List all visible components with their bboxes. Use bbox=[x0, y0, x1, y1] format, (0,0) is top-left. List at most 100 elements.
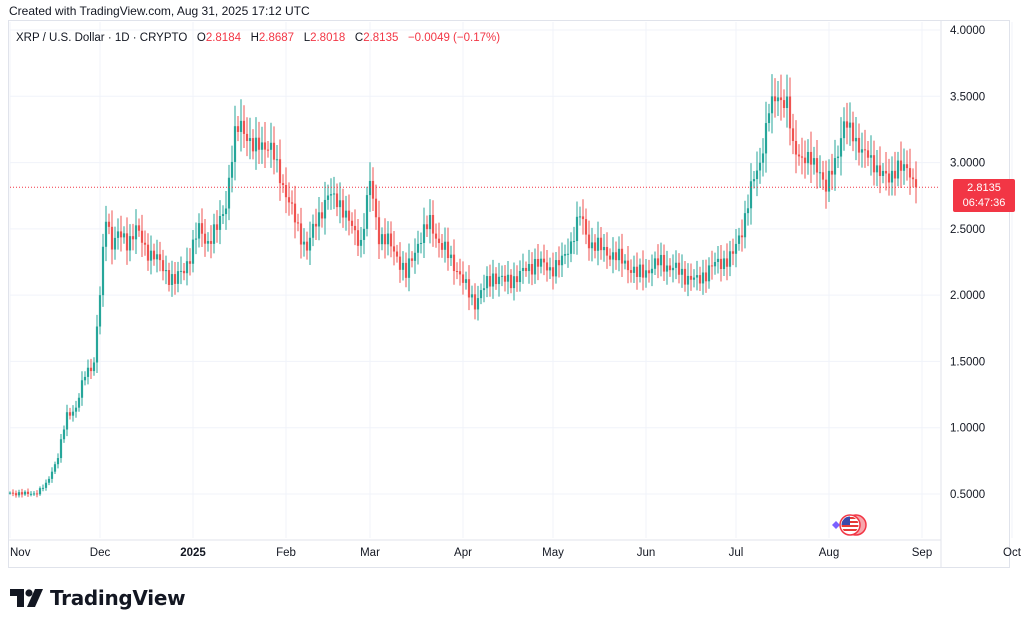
candle bbox=[776, 80, 780, 117]
candle-body bbox=[896, 160, 900, 179]
candle bbox=[596, 221, 600, 266]
candle-body bbox=[542, 258, 546, 263]
x-tick-label: Nov bbox=[10, 547, 31, 559]
candle bbox=[422, 207, 426, 259]
candle-body bbox=[143, 242, 147, 245]
candle bbox=[272, 126, 276, 175]
last-price-tag: 2.8135 06:47:36 bbox=[953, 179, 1015, 212]
candle-body bbox=[842, 121, 846, 139]
candle bbox=[830, 153, 834, 190]
candle-body bbox=[611, 252, 615, 260]
candle-body bbox=[881, 170, 885, 176]
candle bbox=[92, 357, 96, 376]
candle bbox=[647, 259, 651, 283]
candle bbox=[449, 245, 453, 266]
candle bbox=[395, 244, 399, 263]
candle-body bbox=[347, 210, 351, 221]
x-tick-label: Mar bbox=[360, 547, 380, 559]
candle bbox=[251, 129, 255, 160]
candle-body bbox=[377, 217, 381, 245]
candle bbox=[275, 144, 279, 173]
candle bbox=[287, 182, 291, 216]
candle bbox=[224, 191, 228, 230]
candle bbox=[44, 479, 48, 491]
candle bbox=[710, 250, 714, 280]
candle-body bbox=[872, 155, 876, 173]
candle-body bbox=[245, 133, 249, 142]
candle bbox=[644, 259, 648, 288]
candle bbox=[416, 230, 420, 265]
candle bbox=[578, 206, 582, 226]
candle-body bbox=[275, 159, 279, 161]
candle-body bbox=[209, 241, 213, 244]
candle-body bbox=[53, 464, 57, 472]
candle-body bbox=[380, 234, 384, 245]
candle-body bbox=[680, 268, 684, 275]
candle bbox=[320, 202, 324, 228]
candle-body bbox=[707, 265, 711, 282]
candle bbox=[56, 453, 60, 469]
candle bbox=[554, 252, 558, 284]
candle bbox=[455, 262, 459, 280]
candle bbox=[398, 242, 402, 283]
candle-body bbox=[764, 123, 768, 154]
candle-body bbox=[359, 239, 363, 246]
candle bbox=[746, 194, 750, 226]
candle bbox=[488, 264, 492, 297]
candle bbox=[590, 227, 594, 262]
candle-body bbox=[29, 493, 33, 495]
candle bbox=[662, 244, 666, 281]
candle bbox=[335, 183, 339, 217]
candle-body bbox=[584, 219, 588, 235]
candle-body bbox=[845, 121, 849, 128]
candle-body bbox=[119, 231, 123, 238]
candle-body bbox=[866, 150, 870, 158]
candle-body bbox=[596, 237, 600, 251]
candle-body bbox=[98, 295, 102, 327]
candle bbox=[38, 486, 42, 496]
candle bbox=[851, 111, 855, 152]
candle bbox=[152, 243, 156, 266]
candle bbox=[281, 174, 285, 193]
candle-body bbox=[167, 270, 171, 285]
candle-body bbox=[65, 412, 69, 430]
candle-body bbox=[332, 193, 336, 195]
candle-body bbox=[800, 156, 804, 158]
candle-body bbox=[218, 215, 222, 230]
candle-body bbox=[557, 260, 561, 266]
candle-body bbox=[506, 274, 510, 282]
candle-body bbox=[749, 181, 753, 209]
candle-body bbox=[38, 488, 42, 495]
candle bbox=[470, 285, 474, 306]
candle bbox=[53, 461, 57, 474]
candle-body bbox=[656, 258, 660, 266]
candle bbox=[515, 265, 519, 292]
candle bbox=[467, 265, 471, 311]
candle bbox=[791, 113, 795, 155]
candle bbox=[179, 256, 183, 285]
candle-body bbox=[17, 492, 21, 496]
candle-body bbox=[566, 253, 570, 255]
candle-body bbox=[833, 158, 837, 175]
candle-body bbox=[701, 272, 705, 284]
candle bbox=[491, 259, 495, 299]
candle-body bbox=[89, 367, 93, 372]
candle bbox=[575, 201, 579, 255]
candle-body bbox=[26, 491, 30, 495]
candle bbox=[20, 488, 24, 498]
candle-body bbox=[161, 260, 165, 272]
candle-body bbox=[221, 214, 225, 216]
candle bbox=[605, 232, 609, 269]
candle bbox=[827, 159, 831, 203]
chart-frame[interactable] bbox=[8, 20, 1010, 568]
candle bbox=[551, 252, 555, 290]
us-flag-icon[interactable] bbox=[828, 514, 872, 541]
candle-body bbox=[776, 97, 780, 102]
candle bbox=[164, 255, 168, 285]
candle-body bbox=[461, 274, 465, 283]
candle-body bbox=[104, 221, 108, 247]
candle-body bbox=[140, 230, 144, 243]
candle bbox=[482, 274, 486, 303]
candle bbox=[674, 250, 678, 280]
